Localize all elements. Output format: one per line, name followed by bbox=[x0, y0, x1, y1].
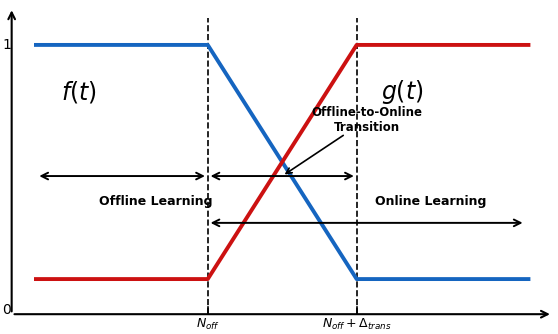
Text: Online Learning: Online Learning bbox=[376, 195, 487, 208]
Text: Offline-to-Online
Transition: Offline-to-Online Transition bbox=[286, 106, 422, 173]
Text: Offline Learning: Offline Learning bbox=[99, 195, 212, 208]
Text: 1: 1 bbox=[2, 38, 11, 52]
Text: 0: 0 bbox=[2, 303, 11, 317]
Text: $f(t)$: $f(t)$ bbox=[61, 79, 97, 105]
Text: $g(t)$: $g(t)$ bbox=[382, 78, 424, 106]
Text: $N_{off}+\Delta_{trans}$: $N_{off}+\Delta_{trans}$ bbox=[322, 317, 391, 332]
Text: $N_{off}$: $N_{off}$ bbox=[196, 317, 220, 332]
